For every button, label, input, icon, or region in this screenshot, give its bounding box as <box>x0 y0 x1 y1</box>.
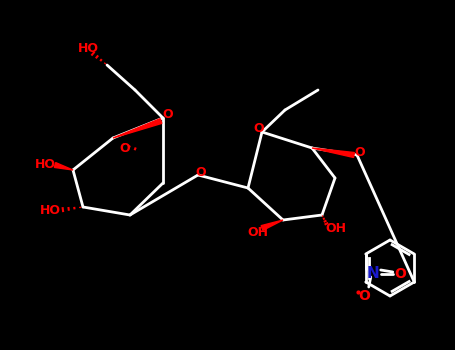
Text: O: O <box>163 108 173 121</box>
Text: HO: HO <box>40 203 61 217</box>
Text: O: O <box>355 146 365 159</box>
Text: OH: OH <box>325 222 346 235</box>
Polygon shape <box>54 163 73 170</box>
Text: O: O <box>394 267 406 281</box>
Text: O: O <box>254 122 264 135</box>
Text: N: N <box>366 266 379 281</box>
Text: O: O <box>120 141 130 154</box>
Text: O: O <box>196 166 206 178</box>
Polygon shape <box>261 220 283 230</box>
Text: HO: HO <box>77 42 98 55</box>
Text: O: O <box>358 289 370 303</box>
Text: OH: OH <box>248 226 268 239</box>
Text: HO: HO <box>35 159 56 172</box>
Polygon shape <box>113 119 162 138</box>
Polygon shape <box>312 148 354 158</box>
